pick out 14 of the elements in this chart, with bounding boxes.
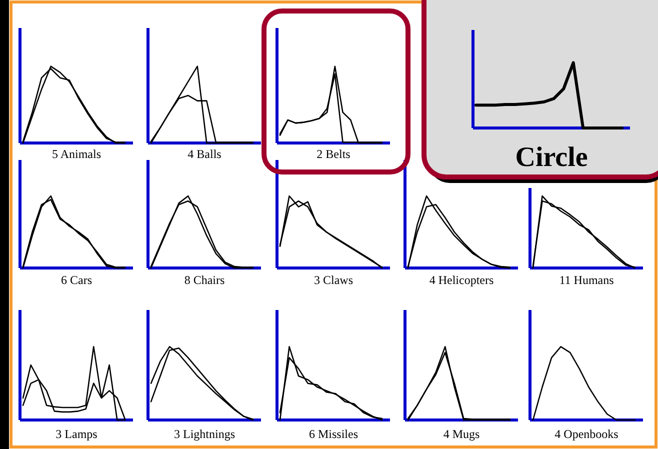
x-axis-title: 4 Helicopters	[429, 273, 494, 287]
x-axis-title: 5 Animals	[52, 147, 102, 161]
x-axis-title: 4 Mugs	[443, 427, 480, 441]
x-axis-title: 3 Claws	[314, 273, 354, 287]
x-axis-title: 8 Chairs	[184, 273, 225, 287]
x-axis-title: 3 Lamps	[56, 427, 98, 441]
x-axis-title: 4 Openbooks	[554, 427, 619, 441]
x-axis-title: 6 Missiles	[308, 427, 358, 441]
x-axis-title: 3 Lightnings	[174, 427, 236, 441]
x-axis-title: Circle	[515, 142, 588, 173]
x-axis-title: 2 Belts	[316, 147, 351, 161]
x-axis-title: 4 Balls	[188, 147, 222, 161]
x-axis-title: 6 Cars	[61, 273, 92, 287]
x-axis-title: 11 Humans	[559, 273, 614, 287]
